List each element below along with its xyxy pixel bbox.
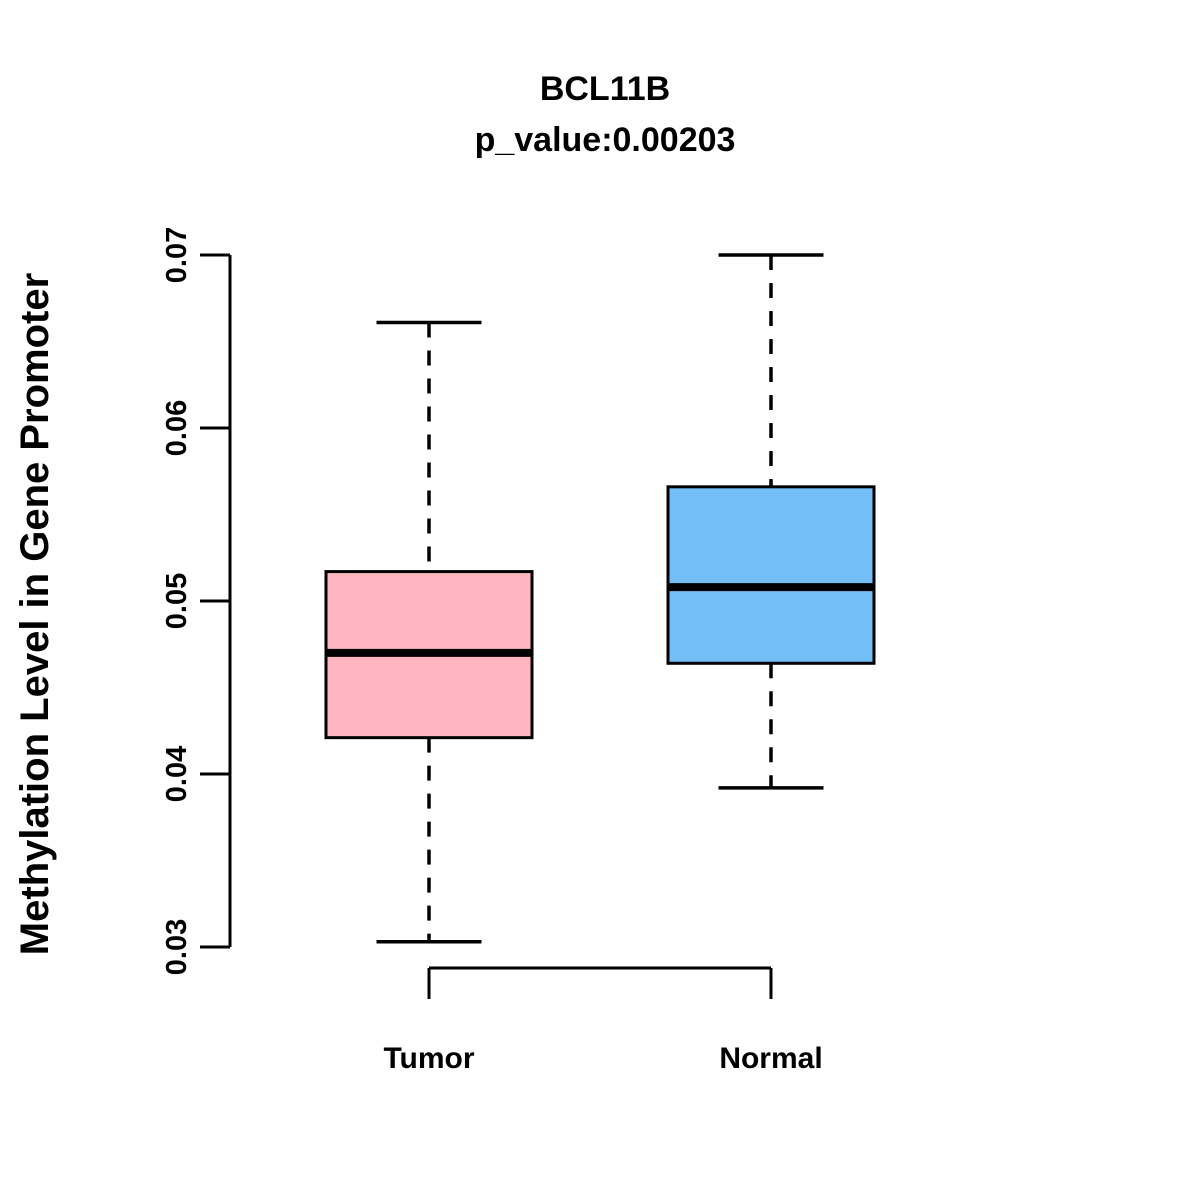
- box-normal: [666, 485, 876, 665]
- chart-title-block: BCL11B p_value:0.00203: [0, 72, 1200, 157]
- y-tick-label: 0.04: [161, 746, 193, 802]
- y-tick-label: 0.05: [161, 573, 193, 629]
- y-tick-label: 0.07: [161, 227, 193, 283]
- chart-title: BCL11B: [539, 70, 671, 108]
- x-tick-label-tumor: Tumor: [383, 1042, 475, 1075]
- y-tick-label: 0.06: [161, 400, 193, 456]
- y-tick-label: 0.03: [161, 919, 193, 975]
- x-tick-label-normal: Normal: [719, 1042, 823, 1075]
- p-value-label: p_value:0.00203: [474, 121, 736, 159]
